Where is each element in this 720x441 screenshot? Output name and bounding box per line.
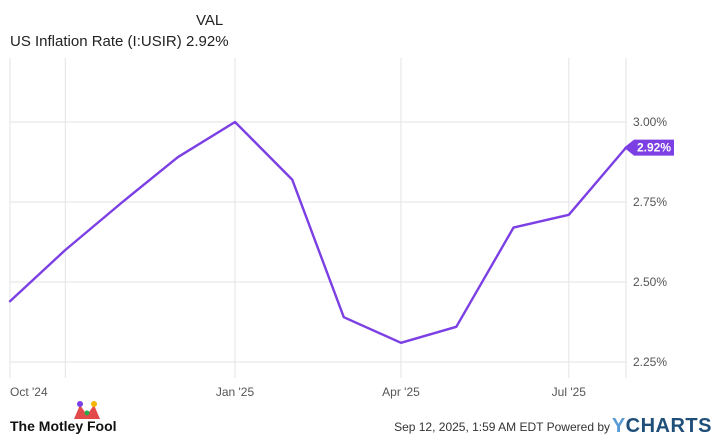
legend-series-value: 2.92% xyxy=(186,33,229,50)
x-tick-label: Oct '24 xyxy=(10,385,48,399)
jester-hat-logo-icon xyxy=(74,401,100,419)
x-tick-label: Jul '25 xyxy=(552,385,587,399)
x-tick-label: Apr '25 xyxy=(382,385,420,399)
series-line xyxy=(8,120,628,344)
powered-by-label: Powered by xyxy=(546,420,610,434)
ycharts-logo[interactable]: YCHARTS xyxy=(612,415,712,438)
legend-series-name: US Inflation Rate (I:USIR) xyxy=(10,33,182,50)
ycharts-logo-y: Y xyxy=(611,415,626,437)
y-tick-label: 2.25% xyxy=(633,355,667,369)
y-tick-label: 2.75% xyxy=(633,195,667,209)
y-axis-labels: 2.25% 2.50% 2.75% 3.00% xyxy=(633,115,667,369)
brand-logo-text: The Motley Fool xyxy=(10,418,117,434)
series-layer: 2.92% xyxy=(8,120,674,344)
last-value-badge-label: 2.92% xyxy=(637,141,671,155)
footer-stamp: Sep 12, 2025, 1:59 AM EDT Powered by xyxy=(394,420,610,434)
ycharts-logo-text: CHARTS xyxy=(625,415,712,437)
footer: The Motley Fool Sep 12, 2025, 1:59 AM ED… xyxy=(0,401,720,441)
legend-header: VAL xyxy=(196,12,224,29)
x-axis-labels: Oct '24 Jan '25 Apr '25 Jul '25 xyxy=(10,385,586,399)
chart-grid xyxy=(9,58,627,378)
y-tick-label: 2.50% xyxy=(633,275,667,289)
y-tick-label: 3.00% xyxy=(633,115,667,129)
last-value-badge xyxy=(624,139,674,156)
timestamp: Sep 12, 2025, 1:59 AM EDT xyxy=(394,420,544,434)
x-tick-label: Jan '25 xyxy=(216,385,255,399)
